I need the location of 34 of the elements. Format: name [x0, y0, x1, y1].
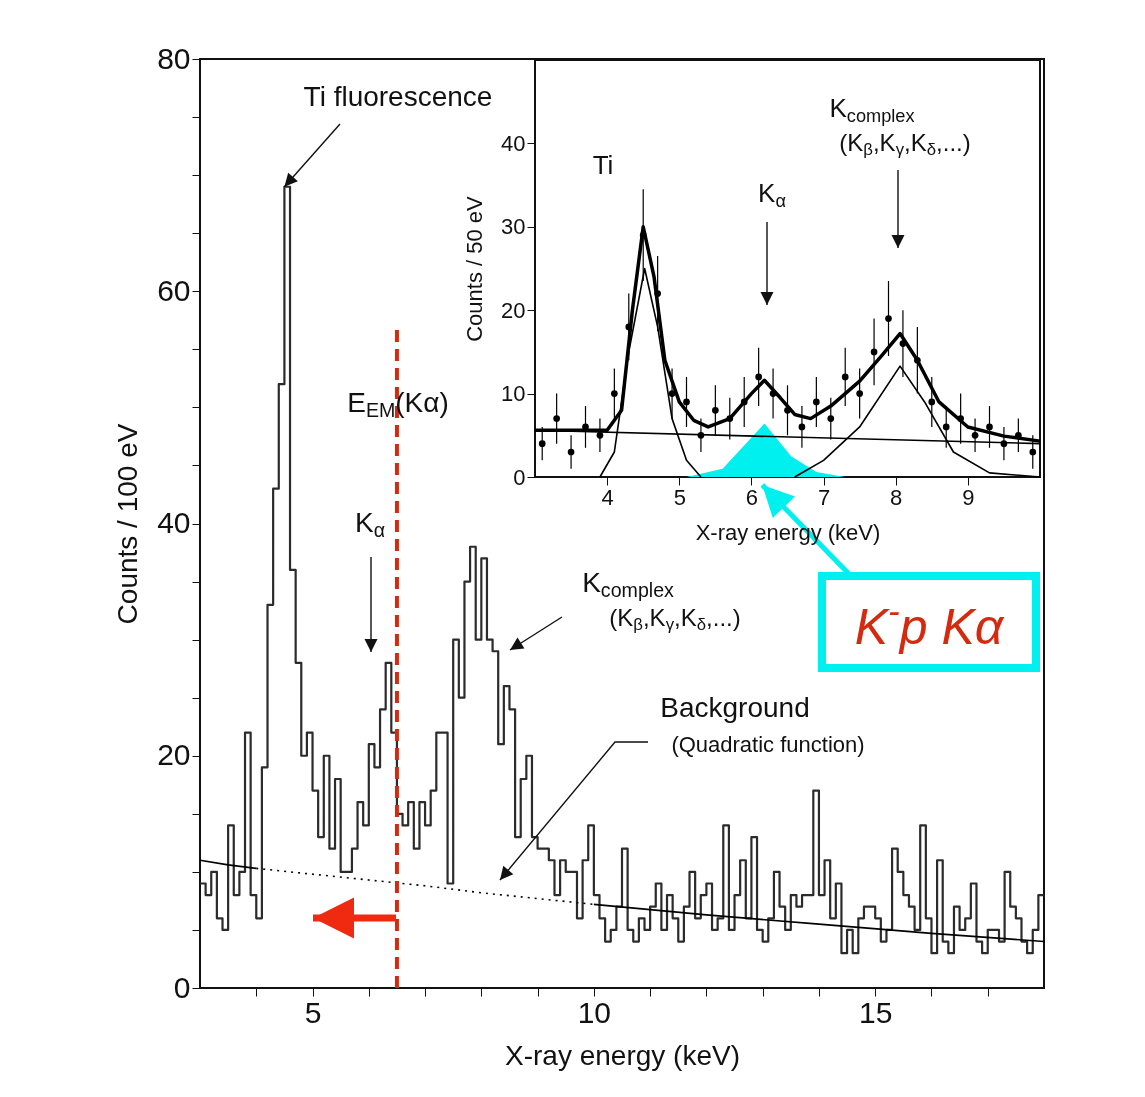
x-tick-label: 8 — [890, 484, 903, 510]
annotation: (K$_{β}$,K$_{γ}$,K$_{δ}$,...) — [839, 129, 971, 160]
x-tick-label: 6 — [745, 484, 759, 510]
x-tick-label: 10 — [577, 995, 612, 1029]
annotation: Ti — [592, 150, 614, 180]
annotation: (K$_{β}$,K$_{γ}$,K$_{δ}$,...) — [609, 604, 741, 635]
annotation: (Quadratic function) — [671, 732, 865, 757]
y-tick-label: 0 — [173, 970, 191, 1004]
annotation: E$_{EM}$(Kα) — [347, 387, 449, 422]
annotation: K$^{-}$p Kα — [854, 590, 1004, 655]
annotation: Ti fluorescence — [303, 81, 493, 112]
y-tick-label: 30 — [501, 214, 526, 240]
annotation: K$_{complex}$ — [829, 93, 915, 126]
y-tick-label: 40 — [157, 506, 191, 539]
x-tick-label: 7 — [817, 484, 831, 510]
x-tick-label: 5 — [304, 995, 322, 1029]
annotation: K$_{complex}$ — [582, 567, 674, 602]
y-tick-label: 0 — [513, 464, 526, 490]
annotation: K$_{α}$ — [758, 178, 786, 211]
y-axis-title: Counts / 50 eV — [462, 195, 488, 342]
annotation: K$_{α}$ — [354, 507, 386, 542]
x-tick-label: 4 — [601, 484, 614, 510]
x-axis-title: X-ray energy (keV) — [505, 1039, 740, 1071]
y-tick-label: 10 — [501, 381, 526, 407]
y-axis-title: Counts / 100 eV — [112, 423, 144, 625]
y-tick-label: 20 — [501, 297, 526, 323]
y-tick-label: 60 — [157, 273, 191, 307]
x-tick-label: 15 — [859, 995, 893, 1029]
annotation: Background — [660, 692, 810, 723]
x-tick-label: 5 — [673, 484, 686, 510]
y-tick-label: 40 — [501, 130, 526, 156]
x-tick-label: 9 — [962, 484, 975, 510]
y-tick-label: 20 — [157, 738, 191, 772]
y-tick-label: 80 — [157, 41, 191, 75]
